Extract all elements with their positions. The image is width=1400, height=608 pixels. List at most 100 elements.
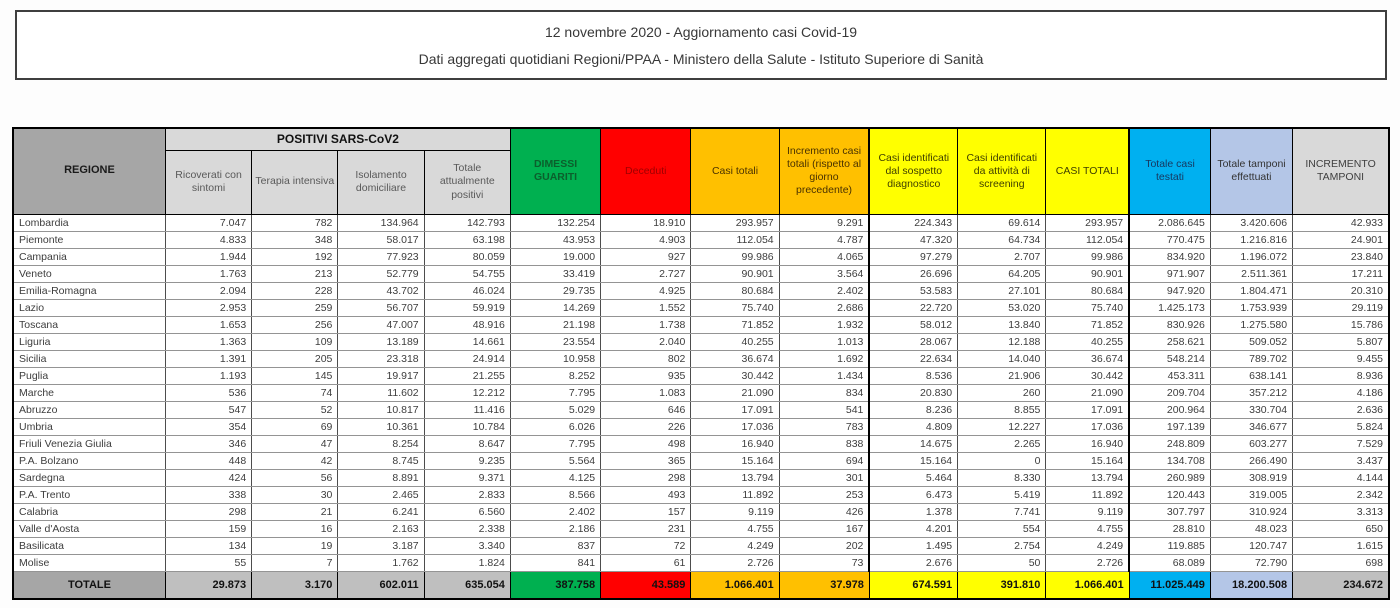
value-cell: 319.005: [1209, 485, 1294, 504]
value-cell: 346: [164, 434, 253, 453]
value-cell: 5.029: [509, 400, 602, 419]
value-cell: 72: [600, 536, 692, 555]
value-cell: 4.833: [164, 230, 253, 249]
value-cell: 2.040: [600, 332, 692, 351]
totale-value-cell: 43.589: [600, 570, 692, 600]
value-cell: 120.443: [1128, 485, 1211, 504]
region-cell: Molise: [12, 553, 166, 572]
totale-value-cell: 37.978: [778, 570, 870, 600]
value-cell: 202: [778, 536, 870, 555]
value-cell: 1.944: [164, 247, 253, 266]
value-cell: 357.212: [1209, 383, 1294, 402]
value-cell: 19: [251, 536, 339, 555]
value-cell: 28.810: [1128, 519, 1211, 538]
header-totale-tamponi: Totale tamponi effettuati: [1209, 127, 1294, 215]
table-row: Molise 55 7 1.762 1.824 841 61 2.726 73 2.676 50 2.…: [12, 553, 1390, 572]
value-cell: 8.254: [337, 434, 425, 453]
value-cell: 841: [509, 553, 602, 572]
value-cell: 448: [164, 451, 253, 470]
report-title: 12 novembre 2020 - Aggiornamento casi Co…: [544, 23, 858, 40]
region-cell: Abruzzo: [12, 400, 166, 419]
totale-value-cell: 1.066.401: [690, 570, 780, 600]
value-cell: 6.026: [509, 417, 602, 436]
value-cell: 213: [251, 264, 339, 283]
table-row: Lombardia 7.047 782 134.964 142.793 132.254 18…: [12, 213, 1390, 232]
value-cell: 1.275.580: [1209, 315, 1294, 334]
value-cell: 209.704: [1128, 383, 1211, 402]
region-cell: Marche: [12, 383, 166, 402]
header-incremento-casi: Incremento casi totali (rispetto al gior…: [778, 127, 870, 215]
value-cell: 19.000: [509, 247, 602, 266]
region-cell: Lazio: [12, 298, 166, 317]
value-cell: 14.661: [423, 332, 511, 351]
value-cell: 8.891: [337, 468, 425, 487]
value-cell: 1.013: [778, 332, 870, 351]
value-cell: 307.797: [1128, 502, 1211, 521]
value-cell: 145: [251, 366, 339, 385]
value-cell: 21.255: [423, 366, 511, 385]
value-cell: 1.196.072: [1209, 247, 1294, 266]
value-cell: 3.187: [337, 536, 425, 555]
value-cell: 330.704: [1209, 400, 1294, 419]
value-cell: 75.740: [1045, 298, 1130, 317]
value-cell: 298: [600, 468, 692, 487]
value-cell: 23.840: [1292, 247, 1390, 266]
value-cell: 3.564: [778, 264, 870, 283]
region-cell: Valle d'Aosta: [12, 519, 166, 538]
value-cell: 99.986: [690, 247, 780, 266]
region-cell: Piemonte: [12, 230, 166, 249]
value-cell: 14.675: [868, 434, 959, 453]
value-cell: 10.958: [509, 349, 602, 368]
value-cell: 18.910: [600, 213, 692, 232]
totale-value-cell: 391.810: [957, 570, 1047, 600]
header-totale-casi-testati: Totale casi testati: [1128, 127, 1211, 215]
value-cell: 53.583: [868, 281, 959, 300]
value-cell: 224.343: [868, 213, 959, 232]
value-cell: 69: [251, 417, 339, 436]
value-cell: 1.216.816: [1209, 230, 1294, 249]
value-cell: 47: [251, 434, 339, 453]
value-cell: 2.833: [423, 485, 511, 504]
value-cell: 260: [957, 383, 1047, 402]
value-cell: 16.940: [690, 434, 780, 453]
value-cell: 1.378: [868, 502, 959, 521]
value-cell: 132.254: [509, 213, 602, 232]
totale-label-cell: TOTALE: [12, 570, 166, 600]
value-cell: 112.054: [690, 230, 780, 249]
value-cell: 17.091: [1045, 400, 1130, 419]
value-cell: 12.227: [957, 417, 1047, 436]
value-cell: 1.932: [778, 315, 870, 334]
value-cell: 8.745: [337, 451, 425, 470]
value-cell: 498: [600, 434, 692, 453]
value-cell: 8.566: [509, 485, 602, 504]
header-deceduti: Deceduti: [600, 127, 692, 215]
value-cell: 74: [251, 383, 339, 402]
value-cell: 15.786: [1292, 315, 1390, 334]
value-cell: 61: [600, 553, 692, 572]
value-cell: 26.696: [868, 264, 959, 283]
header-casi-totali: Casi totali: [690, 127, 780, 215]
value-cell: 4.201: [868, 519, 959, 538]
value-cell: 29.119: [1292, 298, 1390, 317]
value-cell: 22.720: [868, 298, 959, 317]
header-ricoverati: Ricoverati con sintomi: [164, 149, 253, 215]
value-cell: 782: [251, 213, 339, 232]
region-cell: Emilia-Romagna: [12, 281, 166, 300]
region-cell: Sicilia: [12, 349, 166, 368]
value-cell: 9.455: [1292, 349, 1390, 368]
header-casi-totali-2: CASI TOTALI: [1045, 127, 1130, 215]
value-cell: 365: [600, 451, 692, 470]
value-cell: 830.926: [1128, 315, 1211, 334]
value-cell: 1.083: [600, 383, 692, 402]
value-cell: 2.511.361: [1209, 264, 1294, 283]
value-cell: 293.957: [690, 213, 780, 232]
totale-value-cell: 635.054: [423, 570, 511, 600]
value-cell: 63.198: [423, 230, 511, 249]
value-cell: 46.024: [423, 281, 511, 300]
value-cell: 12.212: [423, 383, 511, 402]
value-cell: 293.957: [1045, 213, 1130, 232]
value-cell: 2.163: [337, 519, 425, 538]
table-row: Toscana 1.653 256 47.007 48.916 21.198 1.738 71…: [12, 315, 1390, 334]
value-cell: 548.214: [1128, 349, 1211, 368]
value-cell: 13.794: [1045, 468, 1130, 487]
